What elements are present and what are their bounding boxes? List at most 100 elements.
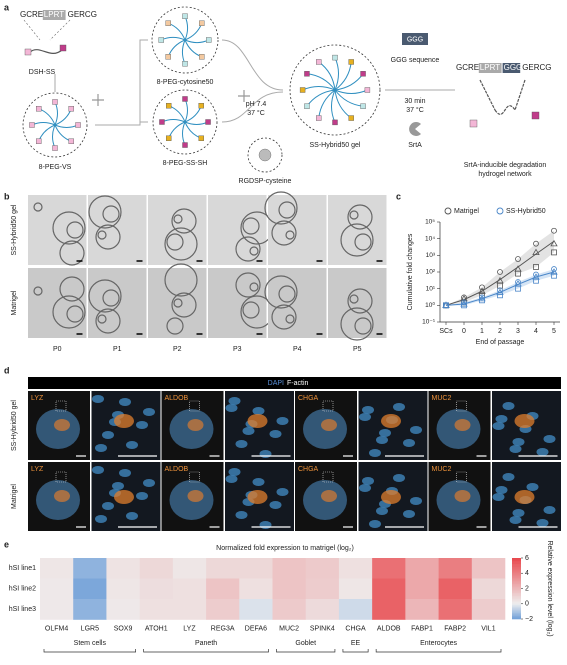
zoom-box xyxy=(189,400,200,412)
heatmap-cell xyxy=(372,578,406,600)
marker-circle xyxy=(497,269,503,275)
colorbar-step xyxy=(512,596,521,598)
end-group xyxy=(182,142,188,148)
label: pH 7.4 xyxy=(246,101,267,108)
nucleus xyxy=(252,478,265,486)
heatmap-cell xyxy=(272,558,307,579)
colorbar-step xyxy=(512,597,521,600)
nucleus xyxy=(92,466,104,474)
end-group xyxy=(360,71,366,77)
marker-signal xyxy=(514,490,535,504)
dashed-circle xyxy=(22,92,88,158)
nucleus xyxy=(228,468,241,476)
organoid xyxy=(354,233,372,251)
organoid xyxy=(264,191,298,225)
organoid xyxy=(249,246,259,256)
organoid xyxy=(97,314,107,324)
marker-signal xyxy=(114,414,134,428)
organoid-stain xyxy=(321,490,337,502)
organoid-stain xyxy=(187,490,204,502)
dsh-molecule xyxy=(29,49,63,55)
heatmap-cell xyxy=(372,599,406,620)
marker-circle xyxy=(515,256,521,262)
nucleus xyxy=(502,473,515,481)
label: hydrogel network xyxy=(478,171,532,178)
peg-arm xyxy=(334,61,352,91)
column-label: P0 xyxy=(53,346,62,353)
end-group xyxy=(316,115,322,121)
peg-arm xyxy=(334,57,340,91)
group-label: Paneth xyxy=(195,640,217,647)
arrow xyxy=(54,39,148,126)
nucleus xyxy=(492,493,505,501)
nucleus xyxy=(509,445,522,453)
group-bracket xyxy=(276,649,336,653)
row-label: hSI line2 xyxy=(9,586,36,593)
heatmap-cell xyxy=(206,599,240,620)
end-group xyxy=(304,103,310,109)
sequence-text: LPRT xyxy=(44,10,64,19)
organoid xyxy=(340,223,374,257)
group-bracket xyxy=(143,649,269,653)
marker-triangle xyxy=(478,294,486,302)
marker-square xyxy=(533,277,539,284)
heatmap-cell xyxy=(139,578,174,600)
peg-arm xyxy=(318,61,336,91)
zoom-box xyxy=(322,471,334,483)
end-group xyxy=(68,106,74,112)
colorbar-step xyxy=(512,586,521,589)
y-tick-label: 10⁴ xyxy=(425,235,435,242)
label: 37 °C xyxy=(406,106,424,114)
nucleus xyxy=(359,484,371,492)
end-group xyxy=(75,122,81,128)
nucleus xyxy=(495,486,508,494)
column-label: FABP1 xyxy=(411,625,433,632)
nucleus xyxy=(410,497,422,505)
sequence-text: GCRE xyxy=(20,10,43,19)
marker-signal xyxy=(114,490,134,504)
colorbar-step xyxy=(512,617,521,620)
column-label: ALDOB xyxy=(377,625,401,632)
colorbar-step xyxy=(512,600,521,603)
marker-signal xyxy=(381,490,401,504)
y-tick-label: 10⁵ xyxy=(425,219,435,226)
column-label: P4 xyxy=(293,346,302,353)
heatmap-cell xyxy=(106,599,140,620)
marker-square xyxy=(479,297,485,304)
nucleus xyxy=(252,407,265,415)
organoid xyxy=(66,305,84,323)
colorbar-step xyxy=(512,564,521,566)
y-tick-label: 10⁻¹ xyxy=(422,319,436,326)
colorbar-step xyxy=(512,608,521,611)
column-label: P1 xyxy=(113,346,122,353)
nucleus xyxy=(393,403,405,411)
column-label: DEFA6 xyxy=(245,625,267,632)
nucleus xyxy=(136,421,148,429)
organoid-stain xyxy=(54,419,70,431)
label: 8-PEG-cytosine50 xyxy=(157,79,214,86)
nucleus xyxy=(119,469,131,477)
colorbar-step xyxy=(512,580,521,583)
x-tick-label: SCs xyxy=(439,328,453,335)
end-group xyxy=(36,106,42,112)
end-group xyxy=(360,103,366,109)
colorbar-tick-label: 0 xyxy=(525,601,529,608)
marker-label: CHGA xyxy=(298,395,319,402)
label: 8-PEG-VS xyxy=(39,164,72,171)
colorbar-step xyxy=(512,611,521,614)
peg-arm xyxy=(334,89,352,119)
colorbar-step xyxy=(512,614,521,617)
organoid xyxy=(347,204,373,230)
organoid-stain xyxy=(454,419,471,431)
nucleus xyxy=(526,483,539,491)
end-group xyxy=(364,87,371,93)
heatmap-cell xyxy=(372,558,406,579)
organoid xyxy=(285,230,295,240)
organoid xyxy=(33,286,43,296)
nucleus xyxy=(379,429,391,437)
nucleus xyxy=(369,449,381,457)
nucleus xyxy=(235,511,248,519)
marker-label: ALDOB xyxy=(165,466,189,473)
nucleus xyxy=(369,520,381,528)
label: RGDSP-cysteine xyxy=(239,178,292,185)
